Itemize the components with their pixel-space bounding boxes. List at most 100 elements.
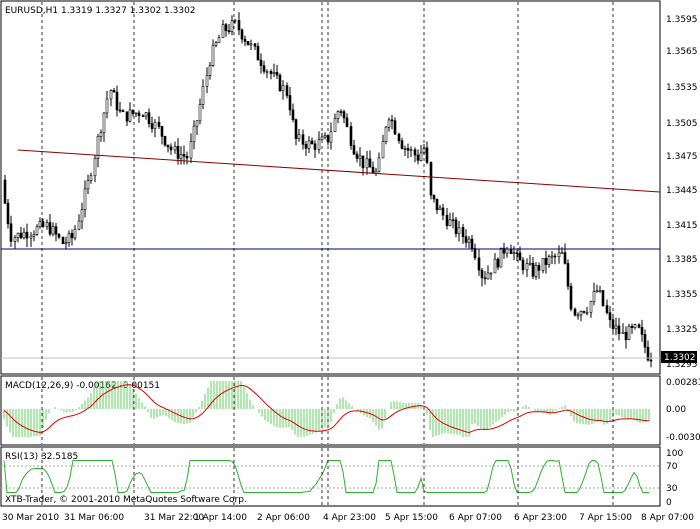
candle-body — [320, 136, 324, 141]
candle-body — [144, 112, 148, 117]
trendline[interactable] — [17, 149, 661, 193]
candle-body — [61, 236, 65, 245]
price-axis-label: 1.3415 — [666, 221, 698, 231]
candle-body — [35, 226, 39, 235]
candle-body — [499, 247, 503, 268]
candle-body — [368, 158, 372, 168]
candle-body — [73, 228, 77, 239]
candle-body — [48, 222, 52, 235]
macd-axis-label: 0.00281 — [666, 378, 700, 388]
candle-body — [29, 235, 33, 239]
candle-body — [237, 20, 241, 31]
candle-body — [54, 226, 58, 235]
candle-body — [192, 125, 196, 143]
candle-body — [262, 65, 266, 72]
candle-body — [624, 331, 628, 340]
macd-panel[interactable]: MACD(12,26,9) -0.00162 -0.00151 0.00281 0… — [0, 375, 700, 446]
price-axis-label: 1.3325 — [666, 325, 698, 335]
candle-body — [169, 146, 173, 151]
candle-body — [317, 139, 321, 150]
candle-body — [601, 290, 605, 306]
candle-body — [166, 144, 170, 148]
candle-body — [265, 71, 269, 73]
candle-body — [137, 112, 141, 116]
candle-body — [243, 38, 247, 42]
candle-body — [553, 255, 557, 258]
price-axis-label: 1.3355 — [666, 290, 698, 300]
candle-body — [115, 91, 119, 111]
candle-body — [435, 198, 439, 211]
time-axis-label: 31 Mar 22:00 — [144, 513, 204, 523]
candle-body — [361, 155, 365, 169]
candle-body — [515, 252, 519, 255]
candle-body — [336, 111, 340, 119]
candle-body — [550, 255, 554, 258]
rsi-panel[interactable]: RSI(13) 32.5185 XTB-Trader, © 2001-2010 … — [0, 446, 683, 508]
candle-body — [342, 111, 346, 119]
candle-body — [416, 154, 420, 161]
candle-body — [150, 123, 154, 129]
candle-body — [173, 146, 177, 151]
price-chart-header: EURUSD,H1 1.3319 1.3327 1.3302 1.3302 — [5, 6, 196, 16]
candle-body — [240, 29, 244, 40]
candle-body — [630, 325, 634, 329]
candle-body — [269, 71, 273, 74]
candle-body — [521, 259, 525, 271]
candle-body — [278, 74, 282, 92]
candle-body — [109, 90, 113, 100]
rsi-axis-label: 70 — [666, 462, 678, 472]
copyright-text: XTB-Trader, © 2001-2010 MetaQuotes Softw… — [5, 495, 247, 505]
candle-body — [365, 158, 369, 169]
candle-body — [147, 112, 151, 124]
candle-body — [393, 120, 397, 135]
candle-body — [579, 311, 583, 316]
rsi-axis-label: 0 — [666, 498, 672, 508]
macd-axis-label: 0.00 — [666, 405, 686, 415]
candle-body — [13, 237, 17, 242]
candle-body — [617, 325, 621, 334]
candle-body — [454, 219, 458, 234]
candle-body — [310, 140, 314, 145]
candle-body — [441, 207, 445, 216]
candle-body — [518, 252, 522, 261]
candle-body — [566, 263, 570, 287]
candle-body — [419, 152, 423, 161]
candle-body — [457, 227, 461, 234]
candle-body — [221, 24, 225, 38]
candle-body — [355, 153, 359, 159]
candle-body — [541, 257, 545, 271]
candle-body — [141, 115, 145, 117]
time-axis-label: 2 Apr 06:00 — [257, 513, 310, 523]
candle-body — [534, 264, 538, 277]
candle-body — [358, 155, 362, 159]
candle-body — [89, 175, 93, 181]
candle-body — [592, 291, 596, 302]
price-chart-panel[interactable]: EURUSD,H1 1.3319 1.3327 1.3302 1.3302 1.… — [0, 0, 698, 375]
candle-body — [281, 85, 285, 92]
candle-body — [569, 285, 573, 310]
candle-body — [230, 20, 234, 32]
candle-body — [288, 95, 292, 111]
candle-body — [64, 242, 68, 245]
candle-body — [464, 236, 468, 243]
candle-body — [528, 262, 532, 265]
candle-body — [32, 234, 36, 237]
candle-body — [445, 214, 449, 226]
candle-body — [217, 37, 221, 43]
candle-body — [153, 121, 157, 129]
candle-body — [390, 119, 394, 122]
candle-body — [128, 109, 132, 122]
price-axis-label: 1.3595 — [666, 15, 698, 25]
candle-body — [198, 104, 202, 122]
time-axis-label: 4 Apr 23:00 — [323, 513, 376, 523]
candle-body — [470, 238, 474, 249]
candle-body — [598, 290, 602, 292]
candle-body — [333, 118, 337, 132]
candle-body — [211, 45, 215, 66]
candle-body — [157, 121, 161, 127]
candle-body — [384, 126, 388, 142]
candle-body — [608, 312, 612, 321]
candle-body — [9, 223, 13, 242]
candle-body — [509, 248, 513, 255]
